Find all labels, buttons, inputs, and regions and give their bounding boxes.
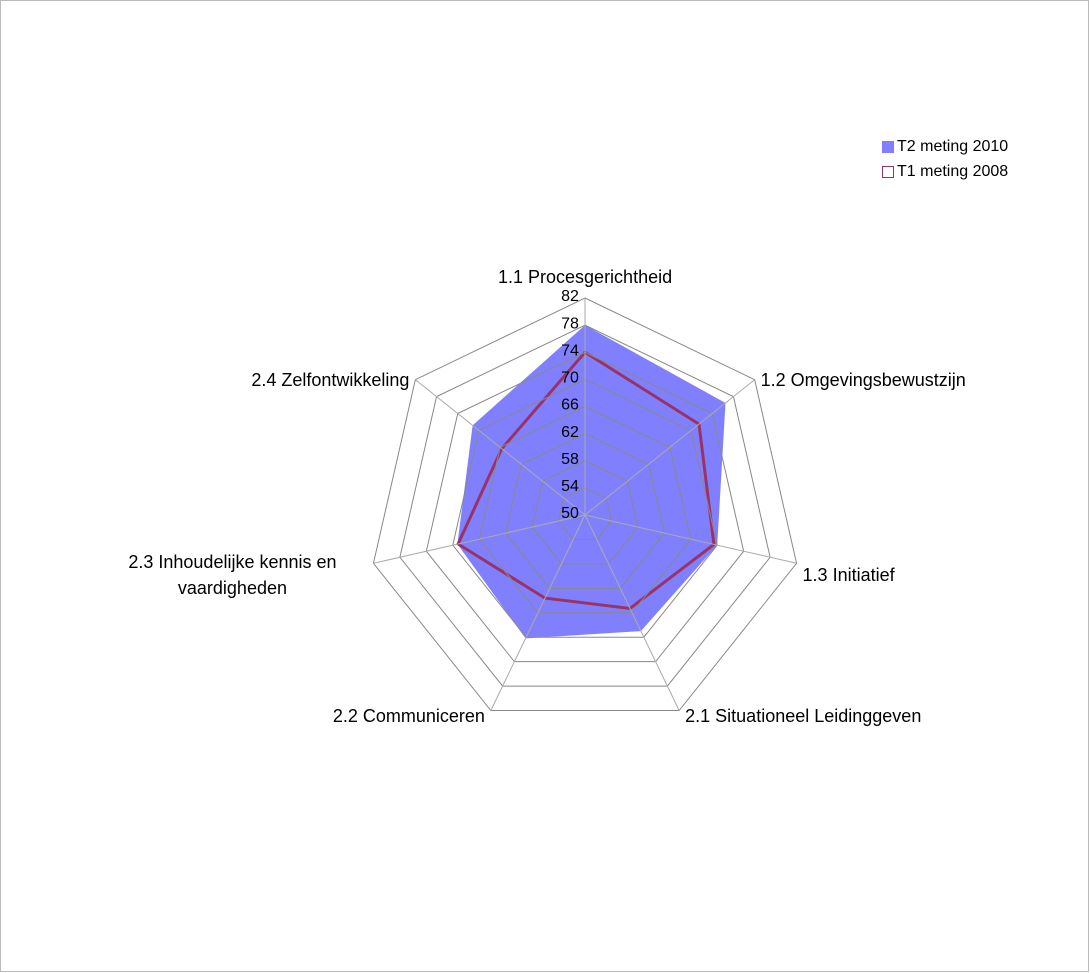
axis-spoke [415,379,586,516]
grid-ring [531,460,639,565]
axis-spoke [584,514,797,564]
category-label: 2.4 Zelfontwikkeling [251,369,410,390]
r-tick-label: 70 [561,370,579,387]
category-label: 1.3 Initiatief [802,565,895,586]
legend-swatch [882,166,894,178]
grid-ring [372,297,798,712]
category-label: 1.1 Procesgerichtheid [498,267,673,287]
category-label: 2.1 Situationeel Leidinggeven [685,705,922,726]
legend-swatch [882,141,894,153]
legend-label: T1 meting 2008 [897,163,1008,180]
axis-spoke [584,514,680,711]
r-tick-label: 54 [561,478,579,495]
r-tick-label: 58 [561,451,579,468]
grid-ring [425,351,745,663]
legend-label: T2 meting 2010 [897,138,1008,155]
r-tick-label: 78 [561,315,579,332]
category-label: 1.2 Omgevingsbewustzijn [760,369,966,390]
r-tick-label: 82 [561,288,579,305]
axis-spoke [490,514,586,711]
r-tick-label: 74 [561,342,579,359]
r-tick-label: 50 [561,505,579,522]
series-area [457,325,726,639]
r-tick-label: 66 [561,397,579,414]
axis-spoke [373,514,586,564]
grid-ring [452,378,718,638]
r-tick-label: 62 [561,424,579,441]
series-line [456,350,716,611]
category-label: 2.3 Inhoudelijke kennis en vaardigheden [128,552,337,599]
grid-ring [505,433,665,589]
grid-ring [399,324,771,687]
grid-ring [478,405,692,614]
category-label: 2.2 Communiceren [332,705,485,726]
grid-ring [558,487,612,540]
axis-spoke [584,379,755,516]
